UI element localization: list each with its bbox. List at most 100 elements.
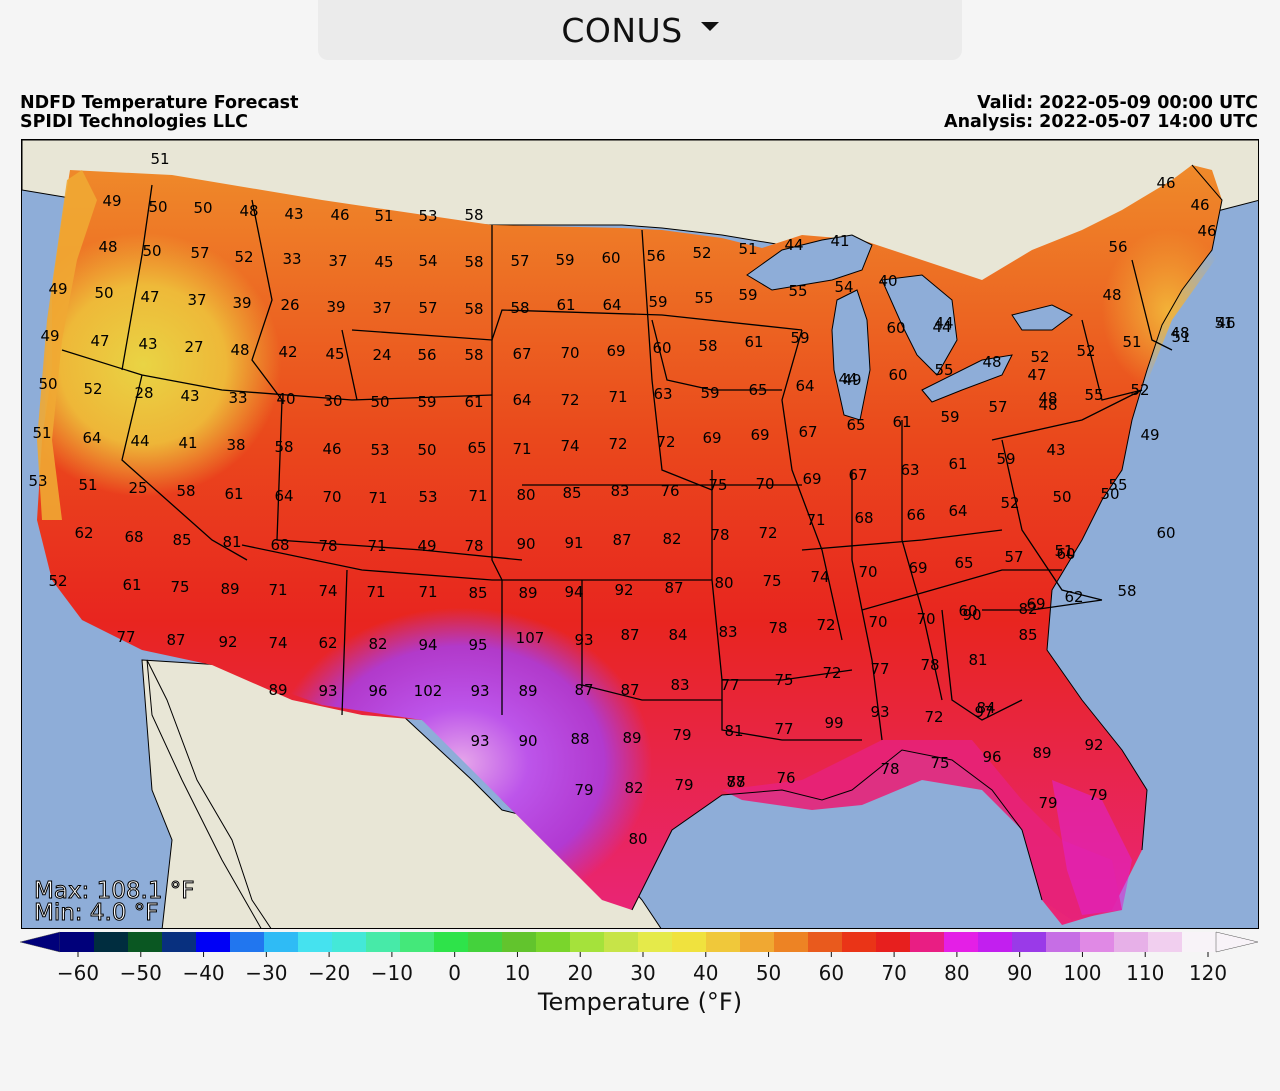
- temperature-label: 61: [122, 576, 141, 594]
- temperature-label: 77: [870, 660, 889, 678]
- temperature-label: 66: [906, 506, 925, 524]
- colorbar-cell: [604, 932, 639, 952]
- temperature-label: 53: [28, 472, 47, 490]
- temperature-label: 75: [930, 754, 949, 772]
- temperature-label: 47: [140, 288, 159, 306]
- temperature-label: 93: [318, 682, 337, 700]
- temperature-label: 96: [368, 682, 387, 700]
- temperature-label: 56: [1108, 238, 1127, 256]
- temperature-label: 81: [968, 651, 987, 669]
- temperature-label: 75: [708, 476, 727, 494]
- temperature-label: 48: [1102, 286, 1121, 304]
- temperature-label: 89: [1032, 744, 1051, 762]
- temperature-label: 82: [1018, 600, 1037, 618]
- temperature-label: 58: [510, 299, 529, 317]
- temperature-label: 43: [180, 387, 199, 405]
- temperature-label: 70: [322, 488, 341, 506]
- temperature-label: 38: [226, 436, 245, 454]
- temperature-label: 89: [220, 580, 239, 598]
- temperature-label: 87: [664, 579, 683, 597]
- temperature-label: 39: [326, 298, 345, 316]
- temperature-label: 71: [367, 537, 386, 555]
- temperature-label: 74: [560, 437, 579, 455]
- temperature-label: 71: [512, 440, 531, 458]
- colorbar-cell: [60, 932, 95, 952]
- temperature-label: 80: [714, 574, 733, 592]
- colorbar-cell: [94, 932, 129, 952]
- temperature-label: 61: [744, 333, 763, 351]
- colorbar-cell: [910, 932, 945, 952]
- colorbar-cell: [808, 932, 843, 952]
- temperature-label: 84: [668, 626, 687, 644]
- colorbar-cell: [536, 932, 571, 952]
- temperature-label: 51: [1171, 328, 1190, 346]
- temperature-label: 80: [628, 830, 647, 848]
- state-boundaries: [61, 184, 1173, 741]
- temperature-label: 51: [1122, 333, 1141, 351]
- colorbar-cell: [1080, 932, 1115, 952]
- temperature-label: 57: [988, 398, 1007, 416]
- temperature-label: 82: [662, 530, 681, 548]
- temperature-label: 49: [417, 537, 436, 555]
- temperature-label: 71: [366, 583, 385, 601]
- colorbar-tick-label: 70: [881, 961, 906, 984]
- temperature-label: 71: [418, 583, 437, 601]
- colorbar-cell: [706, 932, 741, 952]
- temperature-label: 92: [218, 633, 237, 651]
- stats-overlay: Max: 108.1 °F Min: 4.0 °F: [34, 879, 195, 925]
- temperature-label: 97: [974, 703, 993, 721]
- temperature-label: 58: [274, 438, 293, 456]
- temperature-label: 58: [176, 482, 195, 500]
- temperature-label: 44: [932, 318, 951, 336]
- temperature-map[interactable]: 51 49 50 50 48 43 46 51 53 58 48 50 57 52 33 37 45 54 58 57…: [21, 139, 1259, 929]
- temperature-label: 83: [610, 482, 629, 500]
- temperature-label: 45: [325, 345, 344, 363]
- temperature-label: 50: [193, 199, 212, 217]
- gulf-magenta-zone: [722, 740, 1122, 920]
- temperature-label: 51: [1214, 314, 1233, 332]
- lake-huron: [881, 274, 958, 376]
- temperature-label: 48: [1170, 324, 1189, 342]
- temperature-label: 93: [470, 732, 489, 750]
- temperature-label: 60: [886, 319, 905, 337]
- temperature-label: 81: [222, 533, 241, 551]
- temperature-label: 78: [318, 537, 337, 555]
- region-dropdown-label: CONUS: [561, 10, 683, 50]
- temperature-label: 59: [648, 293, 667, 311]
- temperature-label: 52: [1130, 381, 1149, 399]
- temperature-label: 44: [934, 314, 953, 332]
- temperature-label: 52: [234, 248, 253, 266]
- temperature-label: 40: [276, 390, 295, 408]
- temperature-label: 46: [1197, 222, 1216, 240]
- temperature-label: 51: [78, 476, 97, 494]
- temperature-label: 61: [892, 413, 911, 431]
- colorbar-cell: [230, 932, 265, 952]
- temperature-label: 89: [518, 682, 537, 700]
- temperature-label: 74: [810, 568, 829, 586]
- header-right: Valid: 2022-05-09 00:00 UTC Analysis: 20…: [944, 94, 1258, 132]
- temperature-label: 50: [148, 198, 167, 216]
- temperature-label: 40: [878, 272, 897, 290]
- temperature-label: 58: [464, 300, 483, 318]
- temperature-label: 26: [280, 296, 299, 314]
- temperature-label: 46: [1156, 174, 1175, 192]
- temperature-label: 59: [555, 251, 574, 269]
- region-dropdown[interactable]: CONUS: [318, 0, 962, 60]
- temperature-label: 85: [1018, 626, 1037, 644]
- temperature-label: 44: [838, 370, 857, 388]
- temperature-label: 77: [116, 628, 135, 646]
- temperature-label: 45: [374, 253, 393, 271]
- temperature-label: 68: [854, 509, 873, 527]
- temperature-label: 43: [138, 335, 157, 353]
- temperature-label: 90: [518, 732, 537, 750]
- temperature-label: 37: [187, 291, 206, 309]
- temperature-label: 85: [172, 531, 191, 549]
- temperature-label: 37: [372, 299, 391, 317]
- colorbar-label: Temperature (°F): [537, 988, 743, 1016]
- temperature-label: 54: [834, 278, 853, 296]
- temperature-label: 91: [564, 534, 583, 552]
- temperature-label: 75: [762, 572, 781, 590]
- temperature-label: 64: [602, 296, 621, 314]
- temperature-label: 50: [1052, 488, 1071, 506]
- temperature-label: 44: [784, 236, 803, 254]
